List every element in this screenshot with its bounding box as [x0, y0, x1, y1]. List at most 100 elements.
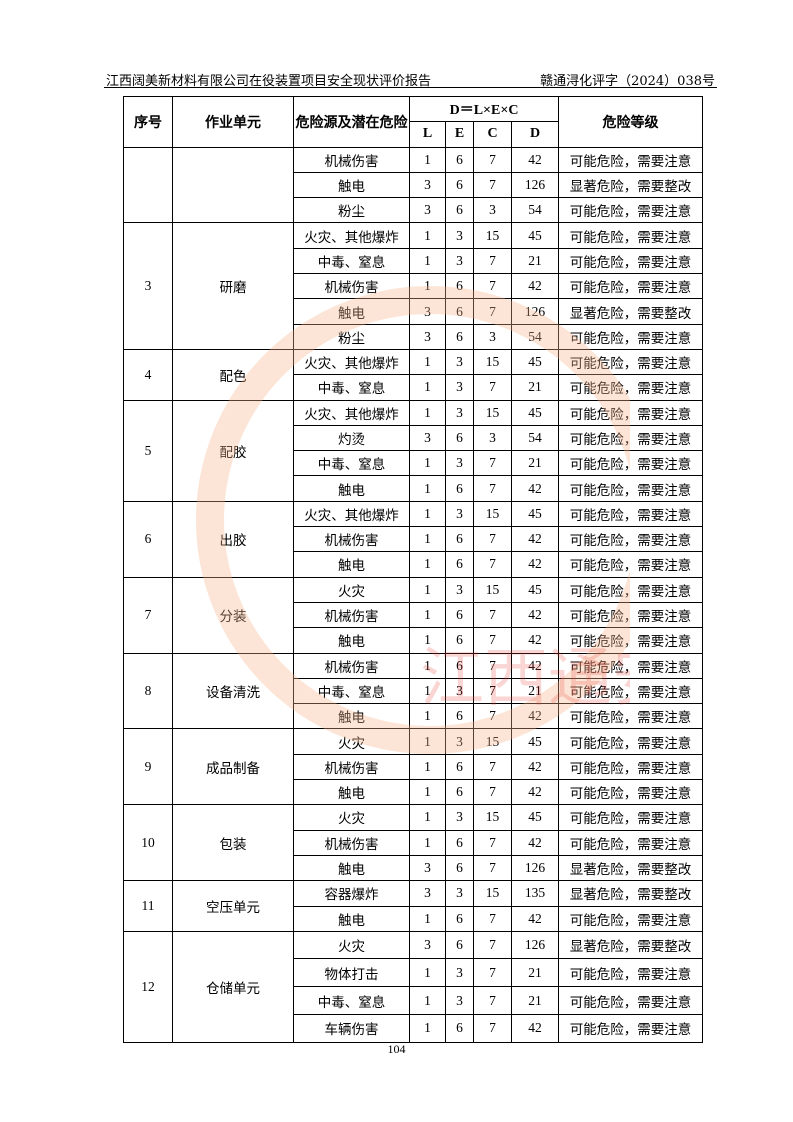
cell-level: 可能危险，需要注意	[558, 551, 704, 578]
table-row: 机械伤害 1 6 7 42 可能危险，需要注意	[124, 753, 704, 781]
cell-C: 7	[473, 1013, 512, 1043]
cell-C: 7	[473, 829, 512, 856]
cell-L: 3	[409, 298, 446, 325]
table-row: 3 研磨 火灾、其他爆炸 1 3 15 45 可能危险，需要注意	[123, 222, 704, 350]
cell-C: 7	[473, 171, 512, 199]
table-row: 中毒、窒息 1 3 7 21 可能危险，需要注意	[124, 677, 704, 705]
page-number: 104	[387, 1042, 406, 1056]
cell-E: 6	[445, 854, 474, 882]
cell-E: 6	[445, 905, 474, 932]
cell-hazard: 触电	[293, 703, 410, 730]
cell-D: 126	[510, 171, 560, 199]
cell-D: 45	[510, 728, 560, 755]
cell-E: 3	[445, 576, 474, 603]
table-row: 5 配胶 火灾、其他爆炸 1 3 15 45 可能危险，需要注意	[123, 399, 704, 502]
cell-hazard: 机械伤害	[293, 652, 410, 679]
cell-unit: 研磨	[172, 222, 294, 350]
col-level: 危险等级	[558, 96, 704, 148]
cell-D: 45	[510, 399, 560, 426]
cell-hazard: 触电	[293, 779, 410, 806]
table-row: 8 设备清洗 机械伤害 1 6 7 42 可能危险，需要注意	[123, 652, 704, 730]
cell-level: 显著危险，需要整改	[558, 298, 704, 325]
cell-D: 42	[510, 703, 560, 730]
cell-level: 可能危险，需要注意	[558, 450, 704, 477]
table-row: 触电 3 6 7 126 显著危险，需要整改	[124, 854, 704, 882]
cell-D: 54	[510, 323, 560, 350]
cell-hazard: 火灾	[293, 930, 410, 960]
cell-C: 3	[473, 424, 512, 452]
cell-L: 1	[409, 677, 446, 705]
cell-C: 7	[473, 753, 512, 781]
cell-D: 42	[510, 475, 560, 502]
cell-E: 3	[445, 880, 474, 907]
cell-hazard: 中毒、窒息	[293, 450, 410, 477]
cell-hazard: 触电	[293, 171, 410, 199]
cell-hazard: 中毒、窒息	[293, 247, 410, 275]
cell-unit: 成品制备	[172, 728, 294, 806]
cell-D: 42	[510, 779, 560, 806]
cell-C: 7	[473, 986, 512, 1015]
cell-L: 1	[409, 627, 446, 654]
table-row: 12 仓储单元 火灾 3 6 7 126 显著危险，需要整改	[123, 930, 704, 1043]
cell-no: 7	[123, 576, 173, 654]
cell-D: 54	[510, 197, 560, 224]
cell-level: 可能危险，需要注意	[558, 627, 704, 654]
cell-E: 6	[445, 829, 474, 856]
cell-hazard: 触电	[293, 475, 410, 502]
cell-D: 45	[510, 500, 560, 528]
cell-hazard: 机械伤害	[293, 526, 410, 553]
cell-E: 3	[445, 450, 474, 477]
cell-hazard: 物体打击	[293, 958, 410, 988]
table-row: 10 包装 火灾 1 3 15 45 可能危险，需要注意	[123, 804, 704, 882]
cell-L: 1	[409, 526, 446, 553]
cell-L: 1	[409, 222, 446, 249]
cell-level: 可能危险，需要注意	[558, 804, 704, 831]
cell-hazard: 机械伤害	[293, 273, 410, 300]
cell-E: 3	[445, 222, 474, 249]
cell-D: 126	[510, 298, 560, 325]
cell-level: 可能危险，需要注意	[558, 374, 704, 401]
cell-hazard: 触电	[293, 627, 410, 654]
cell-L: 1	[409, 905, 446, 932]
cell-no: 10	[123, 804, 173, 882]
cell-E: 6	[445, 551, 474, 578]
cell-D: 135	[510, 880, 560, 907]
cell-no: 4	[123, 348, 173, 401]
cell-hazard: 火灾、其他爆炸	[293, 348, 410, 376]
cell-E: 6	[445, 273, 474, 300]
cell-D: 42	[510, 146, 560, 173]
table-row: 触电 1 6 7 42 可能危险，需要注意	[124, 905, 704, 932]
cell-level: 显著危险，需要整改	[558, 854, 704, 882]
cell-E: 6	[445, 753, 474, 781]
cell-L: 3	[409, 930, 446, 960]
table-row: 触电 3 6 7 126 显著危险，需要整改	[124, 171, 704, 199]
cell-C: 7	[473, 475, 512, 502]
cell-L: 3	[409, 171, 446, 199]
cell-level: 可能危险，需要注意	[558, 753, 704, 781]
cell-L: 1	[409, 146, 446, 173]
cell-C: 7	[473, 627, 512, 654]
cell-C: 15	[473, 399, 512, 426]
cell-hazard: 中毒、窒息	[293, 986, 410, 1015]
cell-level: 可能危险，需要注意	[558, 986, 704, 1015]
table-row: 机械伤害 1 6 7 42 可能危险，需要注意	[124, 273, 704, 300]
cell-level: 可能危险，需要注意	[558, 273, 704, 300]
cell-C: 7	[473, 905, 512, 932]
cell-C: 7	[473, 374, 512, 401]
cell-E: 3	[445, 500, 474, 528]
cell-L: 1	[409, 652, 446, 679]
table-row: 6 出胶 火灾、其他爆炸 1 3 15 45 可能危险，需要注意	[123, 500, 704, 578]
cell-C: 7	[473, 854, 512, 882]
cell-C: 7	[473, 146, 512, 173]
cell-C: 15	[473, 222, 512, 249]
cell-no: 12	[123, 930, 173, 1043]
cell-D: 54	[510, 424, 560, 452]
cell-level: 可能危险，需要注意	[558, 652, 704, 679]
cell-level: 可能危险，需要注意	[558, 1013, 704, 1043]
header-divider	[104, 87, 717, 88]
table-row: 中毒、窒息 1 3 7 21 可能危险，需要注意	[124, 986, 704, 1015]
cell-hazard: 火灾、其他爆炸	[293, 222, 410, 249]
cell-L: 1	[409, 348, 446, 376]
cell-E: 6	[445, 424, 474, 452]
cell-D: 42	[510, 551, 560, 578]
